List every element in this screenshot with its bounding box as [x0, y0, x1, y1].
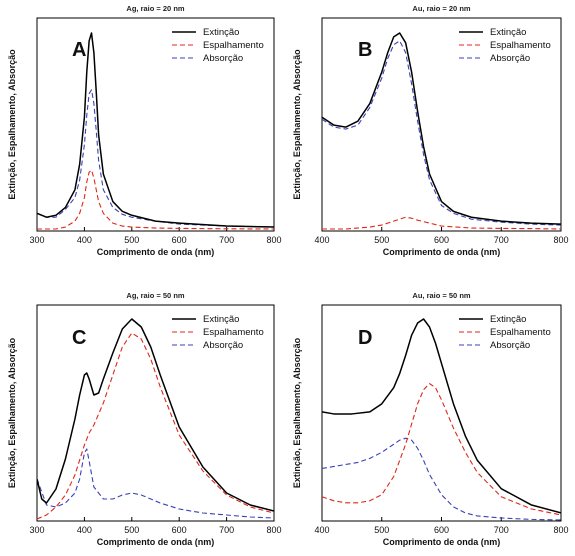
chart-title: Au, raio = 20 nm: [412, 4, 470, 13]
series-line-espalhamento: [322, 383, 561, 516]
x-axis-label: Comprimento de onda (nm): [97, 537, 215, 547]
y-axis-label: Extinção, Espalhamento, Absorção: [7, 337, 17, 488]
x-tick-label: 800: [553, 525, 568, 535]
x-tick-label: 500: [374, 235, 389, 245]
y-axis-label: Extinção, Espalhamento, Absorção: [292, 49, 302, 200]
x-axis-label: Comprimento de onda (nm): [383, 247, 501, 257]
x-tick-label: 700: [219, 525, 234, 535]
plot-frame: [36, 304, 275, 522]
legend-label: Absorção: [490, 340, 530, 351]
series-line-espalhamento: [37, 169, 274, 230]
x-tick-label: 600: [434, 235, 449, 245]
x-tick-label: 300: [29, 525, 44, 535]
chart-title: Au, raio = 50 nm: [412, 291, 470, 300]
series-line-absorcao: [322, 40, 561, 226]
legend-label: Extinção: [203, 314, 239, 325]
legend-label: Espalhamento: [203, 40, 264, 51]
x-tick-label: 600: [172, 525, 187, 535]
legend-label: Espalhamento: [490, 40, 551, 51]
x-tick-label: 800: [553, 235, 568, 245]
chart-panel-d: Au, raio = 50 nm 400 500 600 700 800 Comprimen…: [292, 291, 569, 547]
series-line-espalhamento: [322, 216, 561, 230]
series-line-extincao: [37, 318, 274, 512]
series-line-absorcao: [322, 437, 561, 521]
series-line-absorcao: [37, 448, 274, 519]
plot-frame: [36, 17, 275, 232]
x-tick-label: 400: [314, 525, 329, 535]
series-line-extincao: [322, 32, 561, 225]
x-axis-label: Comprimento de onda (nm): [97, 247, 215, 257]
series-line-absorcao: [37, 89, 274, 228]
legend-label: Extinção: [203, 27, 239, 38]
y-axis-label: Extinção, Espalhamento, Absorção: [292, 337, 302, 488]
panel-letter: B: [358, 39, 372, 61]
series-line-espalhamento: [37, 332, 274, 520]
x-tick-label: 800: [266, 525, 281, 535]
legend-label: Absorção: [203, 340, 243, 351]
x-tick-label: 300: [29, 235, 44, 245]
chart-panel-a: Ag, raio = 20 nm 300 400 500 600 700 800 Compri…: [7, 4, 282, 257]
x-tick-label: 700: [494, 525, 509, 535]
legend-label: Espalhamento: [203, 327, 264, 338]
legend-label: Absorção: [203, 53, 243, 64]
x-tick-label: 400: [77, 525, 92, 535]
x-tick-label: 500: [374, 525, 389, 535]
x-tick-label: 600: [172, 235, 187, 245]
x-tick-label: 700: [219, 235, 234, 245]
x-tick-label: 800: [266, 235, 281, 245]
chart-panel-b: Au, raio = 20 nm 400 500 600 700 800 Comprimen…: [292, 4, 569, 257]
chart-panel-c: Ag, raio = 50 nm 300 400 500 600 700 800 Compri…: [7, 291, 282, 547]
series-line-extincao: [37, 32, 274, 228]
legend-label: Absorção: [490, 53, 530, 64]
x-tick-label: 500: [124, 525, 139, 535]
legend-label: Extinção: [490, 27, 526, 38]
x-tick-label: 400: [77, 235, 92, 245]
legend-label: Extinção: [490, 314, 526, 325]
legend-label: Espalhamento: [490, 327, 551, 338]
x-tick-label: 600: [434, 525, 449, 535]
x-tick-label: 500: [124, 235, 139, 245]
chart-title: Ag, raio = 20 nm: [126, 4, 184, 13]
series-line-extincao: [322, 318, 561, 514]
chart-title: Ag, raio = 50 nm: [126, 291, 184, 300]
x-tick-label: 400: [314, 235, 329, 245]
x-tick-label: 700: [494, 235, 509, 245]
panel-letter: A: [72, 39, 86, 61]
panel-letter: C: [72, 327, 86, 349]
x-axis-label: Comprimento de onda (nm): [383, 537, 501, 547]
y-axis-label: Extinção, Espalhamento, Absorção: [7, 49, 17, 200]
panel-letter: D: [358, 327, 372, 349]
